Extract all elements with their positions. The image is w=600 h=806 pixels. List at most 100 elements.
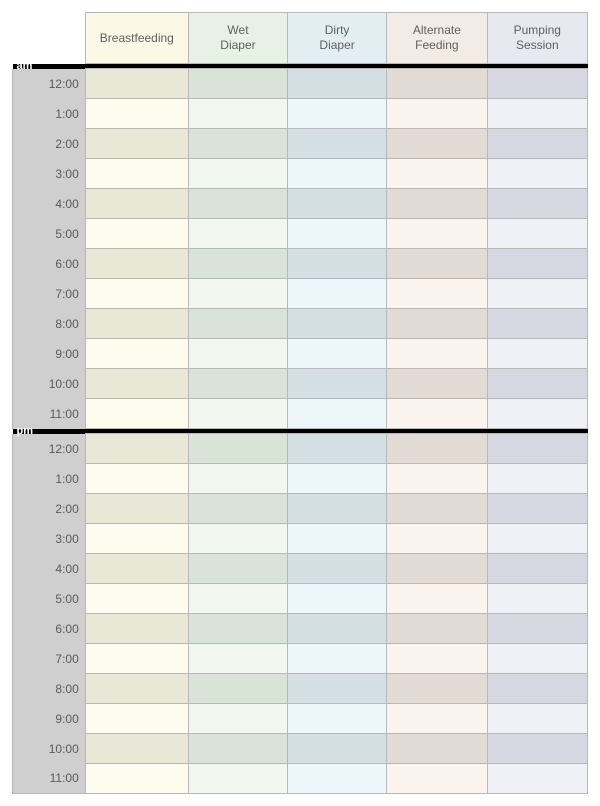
tracking-cell[interactable] <box>188 309 287 339</box>
tracking-cell[interactable] <box>85 69 188 99</box>
tracking-cell[interactable] <box>387 434 487 464</box>
tracking-cell[interactable] <box>188 434 287 464</box>
tracking-cell[interactable] <box>288 614 387 644</box>
tracking-cell[interactable] <box>487 434 587 464</box>
tracking-cell[interactable] <box>487 554 587 584</box>
tracking-cell[interactable] <box>288 339 387 369</box>
tracking-cell[interactable] <box>387 614 487 644</box>
tracking-cell[interactable] <box>288 704 387 734</box>
tracking-cell[interactable] <box>288 644 387 674</box>
tracking-cell[interactable] <box>487 584 587 614</box>
tracking-cell[interactable] <box>288 129 387 159</box>
tracking-cell[interactable] <box>288 674 387 704</box>
tracking-cell[interactable] <box>487 764 587 794</box>
tracking-cell[interactable] <box>387 99 487 129</box>
tracking-cell[interactable] <box>288 494 387 524</box>
tracking-cell[interactable] <box>188 644 287 674</box>
tracking-cell[interactable] <box>85 99 188 129</box>
tracking-cell[interactable] <box>188 554 287 584</box>
tracking-cell[interactable] <box>487 704 587 734</box>
tracking-cell[interactable] <box>85 764 188 794</box>
tracking-cell[interactable] <box>288 159 387 189</box>
tracking-cell[interactable] <box>188 219 287 249</box>
tracking-cell[interactable] <box>288 309 387 339</box>
tracking-cell[interactable] <box>387 464 487 494</box>
tracking-cell[interactable] <box>188 734 287 764</box>
tracking-cell[interactable] <box>85 434 188 464</box>
tracking-cell[interactable] <box>188 464 287 494</box>
tracking-cell[interactable] <box>188 674 287 704</box>
tracking-cell[interactable] <box>85 159 188 189</box>
tracking-cell[interactable] <box>487 189 587 219</box>
tracking-cell[interactable] <box>188 399 287 429</box>
tracking-cell[interactable] <box>288 249 387 279</box>
tracking-cell[interactable] <box>487 129 587 159</box>
tracking-cell[interactable] <box>85 339 188 369</box>
tracking-cell[interactable] <box>188 69 287 99</box>
tracking-cell[interactable] <box>387 69 487 99</box>
tracking-cell[interactable] <box>85 189 188 219</box>
tracking-cell[interactable] <box>85 219 188 249</box>
tracking-cell[interactable] <box>188 524 287 554</box>
tracking-cell[interactable] <box>387 764 487 794</box>
tracking-cell[interactable] <box>387 189 487 219</box>
tracking-cell[interactable] <box>85 464 188 494</box>
tracking-cell[interactable] <box>387 279 487 309</box>
tracking-cell[interactable] <box>487 644 587 674</box>
tracking-cell[interactable] <box>387 524 487 554</box>
tracking-cell[interactable] <box>188 369 287 399</box>
tracking-cell[interactable] <box>288 189 387 219</box>
tracking-cell[interactable] <box>387 494 487 524</box>
tracking-cell[interactable] <box>487 219 587 249</box>
tracking-cell[interactable] <box>288 369 387 399</box>
tracking-cell[interactable] <box>188 584 287 614</box>
tracking-cell[interactable] <box>487 614 587 644</box>
tracking-cell[interactable] <box>85 614 188 644</box>
tracking-cell[interactable] <box>387 219 487 249</box>
tracking-cell[interactable] <box>387 584 487 614</box>
tracking-cell[interactable] <box>387 399 487 429</box>
tracking-cell[interactable] <box>387 369 487 399</box>
tracking-cell[interactable] <box>288 99 387 129</box>
tracking-cell[interactable] <box>387 704 487 734</box>
tracking-cell[interactable] <box>188 704 287 734</box>
tracking-cell[interactable] <box>387 309 487 339</box>
tracking-cell[interactable] <box>85 734 188 764</box>
tracking-cell[interactable] <box>387 159 487 189</box>
tracking-cell[interactable] <box>288 69 387 99</box>
tracking-cell[interactable] <box>85 309 188 339</box>
tracking-cell[interactable] <box>487 399 587 429</box>
tracking-cell[interactable] <box>188 764 287 794</box>
tracking-cell[interactable] <box>487 369 587 399</box>
tracking-cell[interactable] <box>188 249 287 279</box>
tracking-cell[interactable] <box>487 99 587 129</box>
tracking-cell[interactable] <box>85 369 188 399</box>
tracking-cell[interactable] <box>85 674 188 704</box>
tracking-cell[interactable] <box>487 339 587 369</box>
tracking-cell[interactable] <box>288 524 387 554</box>
tracking-cell[interactable] <box>387 734 487 764</box>
tracking-cell[interactable] <box>387 339 487 369</box>
tracking-cell[interactable] <box>487 734 587 764</box>
tracking-cell[interactable] <box>85 524 188 554</box>
tracking-cell[interactable] <box>85 129 188 159</box>
tracking-cell[interactable] <box>85 584 188 614</box>
tracking-cell[interactable] <box>85 644 188 674</box>
tracking-cell[interactable] <box>387 129 487 159</box>
tracking-cell[interactable] <box>188 159 287 189</box>
tracking-cell[interactable] <box>188 339 287 369</box>
tracking-cell[interactable] <box>85 554 188 584</box>
tracking-cell[interactable] <box>188 279 287 309</box>
tracking-cell[interactable] <box>487 674 587 704</box>
tracking-cell[interactable] <box>487 69 587 99</box>
tracking-cell[interactable] <box>487 464 587 494</box>
tracking-cell[interactable] <box>487 524 587 554</box>
tracking-cell[interactable] <box>188 99 287 129</box>
tracking-cell[interactable] <box>288 279 387 309</box>
tracking-cell[interactable] <box>288 464 387 494</box>
tracking-cell[interactable] <box>487 494 587 524</box>
tracking-cell[interactable] <box>288 734 387 764</box>
tracking-cell[interactable] <box>85 279 188 309</box>
tracking-cell[interactable] <box>487 159 587 189</box>
tracking-cell[interactable] <box>288 584 387 614</box>
